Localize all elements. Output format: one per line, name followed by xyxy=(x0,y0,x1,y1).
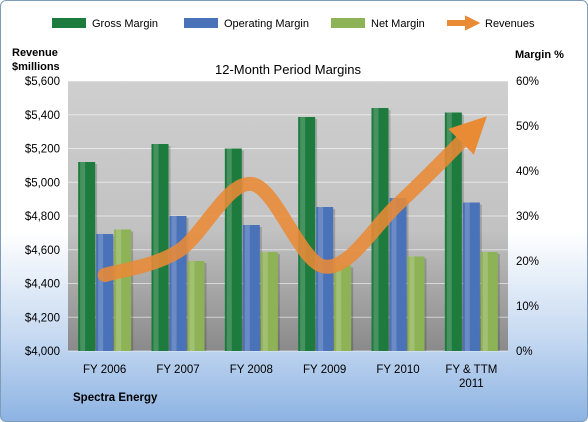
bar-highlight xyxy=(171,216,177,351)
right-tick-label: 50% xyxy=(516,121,539,133)
right-tick-label: 60% xyxy=(516,76,539,88)
revenues-point xyxy=(250,182,253,185)
bar-highlight xyxy=(98,234,104,351)
bar-highlight xyxy=(464,202,470,351)
legend-label-operating-margin: Operating Margin xyxy=(224,18,309,30)
bar-highlight xyxy=(336,265,342,351)
legend-swatch-net-margin xyxy=(331,18,365,28)
right-tick-label: 40% xyxy=(516,166,539,178)
bar-gross-margin-fy-2007 xyxy=(151,144,169,351)
left-axis-ticks: $4,000 $4,200 $4,400 $4,600 $4,800 $5,000 $5,2… xyxy=(25,76,60,358)
bar-highlight xyxy=(409,256,415,351)
bar-highlight xyxy=(391,198,397,351)
category-label: FY 2009 xyxy=(303,364,346,376)
bar-highlight xyxy=(189,261,195,351)
category-label: FY 2008 xyxy=(230,364,273,376)
bar-highlight xyxy=(262,252,268,351)
bar-net-margin-fy-2008 xyxy=(260,252,278,351)
bar-highlight xyxy=(226,148,232,351)
bar-highlight xyxy=(153,144,159,351)
legend-label-net-margin: Net Margin xyxy=(371,18,425,30)
category-label: FY & TTM 2011 xyxy=(445,364,497,390)
revenues-point xyxy=(103,274,106,277)
legend-swatch-operating-margin xyxy=(184,18,218,28)
bar-highlight xyxy=(244,225,250,351)
left-tick-label: $5,600 xyxy=(25,76,60,88)
category-label: FY 2006 xyxy=(83,364,126,376)
right-axis-label: Margin % xyxy=(515,49,564,61)
left-tick-label: $4,600 xyxy=(25,245,60,257)
bar-highlight xyxy=(300,117,306,351)
right-tick-label: 20% xyxy=(516,256,539,268)
left-tick-label: $5,200 xyxy=(25,144,60,156)
gridlines xyxy=(68,80,508,352)
left-tick-label: $4,000 xyxy=(25,346,60,358)
revenues-line xyxy=(97,116,487,283)
legend-swatch-gross-margin xyxy=(52,18,86,28)
bar-highlight xyxy=(80,162,86,351)
bar-operating-margin-fy-ttm-2011 xyxy=(462,202,480,351)
left-axis-label-line2: $millions xyxy=(12,61,60,73)
bar-highlight xyxy=(446,112,452,351)
chart-title: 12-Month Period Margins xyxy=(215,62,361,77)
right-axis-ticks: 0% 10% 20% 30% 40% 50% 60% xyxy=(516,76,539,358)
legend-label-gross-margin: Gross Margin xyxy=(92,18,158,30)
legend-label-revenues: Revenues xyxy=(485,18,535,30)
left-tick-label: $4,200 xyxy=(25,312,60,324)
left-axis-label-line1: Revenue xyxy=(12,47,58,59)
bar-net-margin-fy-2006 xyxy=(114,229,132,351)
right-tick-label: 0% xyxy=(516,346,533,358)
right-tick-label: 10% xyxy=(516,301,539,313)
revenues-point xyxy=(323,265,326,268)
source-label: Spectra Energy xyxy=(73,392,158,404)
bar-net-margin-fy-2007 xyxy=(187,261,205,351)
left-tick-label: $4,400 xyxy=(25,279,60,291)
revenue-line xyxy=(97,116,487,283)
left-tick-label: $4,800 xyxy=(25,211,60,223)
revenues-point xyxy=(397,203,400,206)
bar-operating-margin-fy-2010 xyxy=(389,198,407,351)
bar-gross-margin-fy-2009 xyxy=(298,117,316,351)
bar-operating-margin-fy-2009 xyxy=(316,207,334,351)
category-labels: FY 2006 FY 2007 FY 2008 FY 2009 FY 2010 FY & … xyxy=(83,364,497,390)
bar-highlight xyxy=(318,207,324,351)
bar-operating-margin-fy-2006 xyxy=(96,234,114,351)
left-tick-label: $5,400 xyxy=(25,110,60,122)
bar-net-margin-fy-ttm-2011 xyxy=(480,252,498,351)
bar-net-margin-fy-2010 xyxy=(407,256,425,351)
right-tick-label: 30% xyxy=(516,211,539,223)
left-tick-label: $5,000 xyxy=(25,177,60,189)
revenues-point xyxy=(177,250,180,253)
bar-gross-margin-fy-ttm-2011 xyxy=(444,112,462,351)
revenues-point xyxy=(470,130,473,133)
bar-operating-margin-fy-2008 xyxy=(242,225,260,351)
category-label: FY 2007 xyxy=(156,364,199,376)
bar-highlight xyxy=(482,252,488,351)
bar-gross-margin-fy-2006 xyxy=(78,162,96,351)
bar-highlight xyxy=(116,229,122,351)
category-label: FY 2010 xyxy=(376,364,419,376)
bar-net-margin-fy-2009 xyxy=(334,265,352,351)
legend: Gross Margin Operating Margin Net Margin… xyxy=(52,15,535,31)
